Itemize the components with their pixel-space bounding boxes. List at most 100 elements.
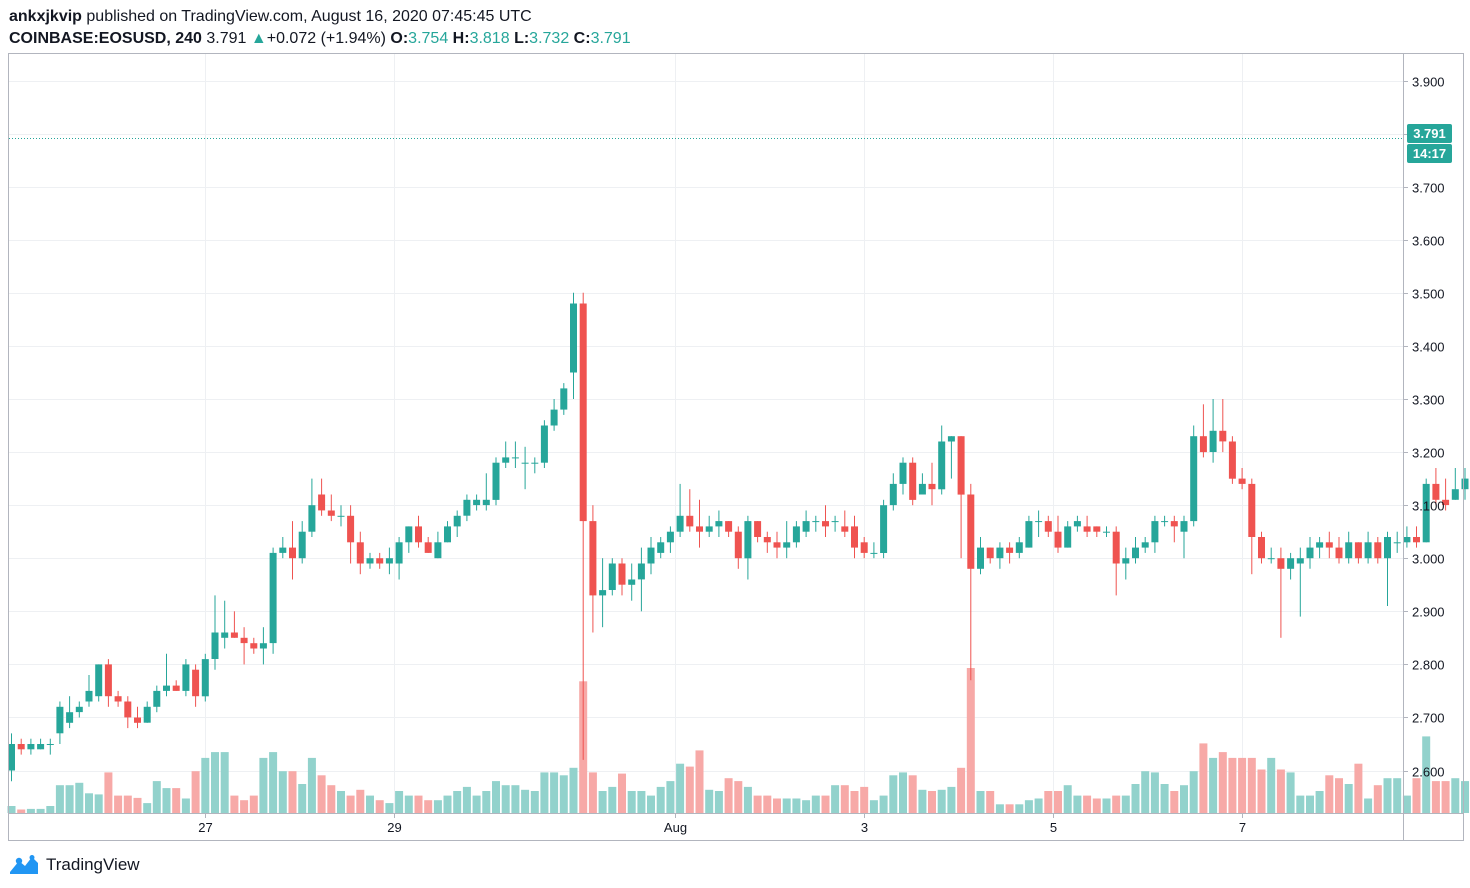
candle-body (395, 542, 403, 564)
volume-bar (298, 784, 307, 813)
candle-body (453, 515, 461, 527)
volume-bar (1441, 781, 1450, 813)
price-tick-label: 2.900 (1412, 605, 1445, 620)
symbol-line: COINBASE:EOSUSD, 240 3.791 ▲+0.072 (+1.9… (9, 28, 631, 50)
volume-bar (676, 763, 685, 813)
volume-bar (36, 808, 45, 813)
candle-body (1403, 537, 1411, 543)
volume-bar (278, 771, 287, 813)
candle-body (705, 526, 713, 532)
volume-bar (860, 786, 869, 813)
volume-bar (1199, 743, 1208, 813)
candle-body (66, 712, 74, 723)
change-up-icon: ▲ (250, 30, 267, 47)
volume-bar (7, 806, 16, 813)
volume-bar (743, 786, 752, 813)
candle-body (182, 664, 190, 691)
candle-body (1025, 521, 1033, 548)
candle-body (1112, 531, 1120, 564)
volume-bar (414, 795, 423, 813)
volume-bar (114, 795, 123, 813)
volume-bar (850, 791, 859, 813)
volume-bar (65, 785, 74, 813)
volume-bar (1054, 791, 1062, 813)
candle-body (1306, 547, 1314, 559)
candle-body (356, 542, 364, 564)
candle-body (1296, 558, 1304, 564)
candle-body (1393, 542, 1401, 544)
candle-body (259, 643, 267, 649)
candle-body (599, 590, 607, 596)
candle-body (1044, 521, 1052, 532)
candle-body (230, 632, 238, 638)
time-tick-label: 3 (861, 820, 868, 835)
volume-bar (618, 773, 626, 813)
candle-body (318, 494, 326, 511)
volume-bar (511, 785, 520, 813)
volume-bar (1422, 736, 1431, 813)
volume-bar (540, 772, 549, 813)
candle-body (1248, 483, 1256, 537)
candle-body (1335, 547, 1343, 559)
candle-body (870, 552, 878, 554)
candle-body (1238, 478, 1246, 484)
candle-body (734, 531, 742, 559)
candle-body (201, 659, 209, 697)
volume-bar (1431, 781, 1440, 813)
volume-bar (152, 781, 161, 813)
candle-body (851, 526, 858, 548)
candle-body (269, 552, 277, 644)
volume-bar (1131, 784, 1140, 813)
volume-bar (724, 778, 733, 813)
candle-body (637, 563, 645, 580)
candle-body (715, 521, 723, 527)
volume-bar (1373, 785, 1382, 813)
candle-body (754, 521, 762, 537)
volume-bar (26, 808, 35, 813)
candle-body (967, 494, 975, 569)
candle-body (124, 701, 132, 718)
volume-bar (608, 786, 617, 813)
candle-body (899, 462, 907, 484)
candle-body (521, 462, 529, 464)
volume-bar (1451, 778, 1460, 813)
publisher-name[interactable]: ankxjkvip (9, 8, 82, 25)
candle-body (511, 457, 519, 459)
volume-bar (1150, 772, 1159, 813)
tradingview-brand: TradingView (46, 855, 140, 874)
low-label: L: (514, 30, 530, 47)
volume-bar (191, 771, 200, 813)
volume-bar (1257, 769, 1266, 813)
candle-body (211, 632, 219, 659)
chart-grid (9, 54, 1403, 813)
candle-body (1413, 537, 1420, 543)
candle-body (298, 531, 306, 559)
candle-body (1054, 531, 1062, 548)
volume-bar (1112, 795, 1121, 813)
candle-body (589, 521, 597, 596)
footer-brand[interactable]: TradingView (8, 853, 140, 877)
volume-bar (889, 775, 898, 813)
candle-body (792, 526, 800, 543)
candle-body (56, 706, 64, 734)
volume-bar (734, 781, 743, 813)
candle-body (1209, 430, 1217, 452)
volume-bar (976, 791, 985, 813)
volume-bar (1247, 757, 1256, 813)
candle-body (977, 547, 984, 569)
volume-bar (918, 789, 927, 813)
volume-bar (1073, 795, 1082, 813)
candle-body (1132, 547, 1139, 559)
candle-body (46, 744, 54, 745)
volume-bar (559, 775, 568, 813)
candle-body (473, 499, 481, 506)
candle-body (1228, 441, 1236, 479)
volume-bars (7, 668, 1469, 813)
volume-bar (211, 752, 219, 813)
candle-body (85, 690, 93, 702)
price-tick-label: 3.400 (1412, 340, 1445, 355)
volume-bar (569, 767, 578, 813)
volume-bar (685, 766, 694, 813)
candle-body (560, 388, 568, 410)
